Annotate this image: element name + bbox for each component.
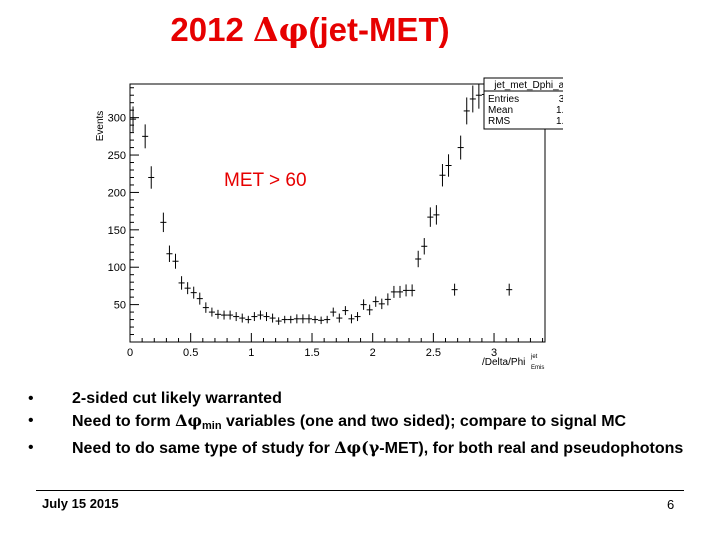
delta-phi-symbol: Δφ (175, 411, 203, 430)
footer-divider (36, 490, 684, 491)
x-tick-label: 1.5 (304, 347, 319, 359)
x-axis-label-superscript: jet (530, 354, 538, 360)
bullet-item-3: • Need to do same type of study for Δφ(γ-… (28, 437, 708, 460)
y-tick-label: 150 (108, 225, 126, 237)
y-axis-label: Events (95, 111, 106, 142)
x-tick-label: 3 (491, 347, 497, 359)
x-axis-label-subscript: Emis (531, 365, 544, 371)
annotation-met-cut: MET > 60 (224, 170, 307, 191)
stats-box-title: jet_met_Dphi_abs (493, 80, 563, 91)
stats-value: 1.204 (556, 116, 563, 127)
bullet-text-tail: variables (one and two sided); compare t… (221, 413, 627, 430)
x-tick-label: 2 (370, 347, 376, 359)
histogram-plot: 50 100 150 200 250 300 0 0.5 1 1.5 2 2.5 3 Events/Del… (95, 77, 563, 371)
bullet-list: • 2-sided cut likely warranted • Need to f… (28, 388, 708, 460)
stats-value: 3932 (559, 94, 563, 105)
bullet-text: Need to do same type of study for (72, 440, 335, 457)
page-number: 6 (667, 497, 675, 512)
x-tick-label: 1 (248, 347, 254, 359)
y-tick-label: 100 (108, 262, 126, 274)
stats-label: Entries (488, 94, 519, 105)
bullet-text: Need to form (72, 413, 176, 430)
stats-label: RMS (488, 116, 511, 127)
plot-frame (129, 83, 546, 343)
bullet-dot: • (28, 439, 34, 456)
title-delta-phi-symbol: Δφ (252, 10, 309, 49)
bullet-dot: • (28, 412, 34, 429)
footer-date: July 15 2015 (42, 496, 119, 511)
min-subscript: min (202, 420, 222, 432)
bullet-text-tail: -MET), for both real and pseudophotons (379, 440, 684, 457)
y-tick-label: 250 (108, 150, 126, 162)
x-axis-label: /Delta/Phi (482, 357, 525, 368)
y-tick-label: 300 (108, 113, 126, 125)
y-tick-label: 50 (114, 300, 126, 312)
title-year: 2012 (170, 11, 244, 48)
stats-box (483, 77, 563, 130)
y-tick-label: 200 (108, 187, 126, 199)
stats-value: 1.674 (556, 105, 563, 116)
bullet-item-2: • Need to form Δφmin variables (one and t… (28, 410, 708, 437)
x-tick-label: 0.5 (183, 347, 198, 359)
bullet-item-1: • 2-sided cut likely warranted (28, 388, 708, 410)
title-suffix: (jet-MET) (308, 11, 450, 48)
slide-title: 2012 Δφ(jet-MET) (0, 10, 620, 49)
bullet-text: 2-sided cut likely warranted (72, 390, 282, 407)
x-tick-label: 0 (127, 347, 133, 359)
x-tick-label: 2.5 (426, 347, 441, 359)
stats-label: Mean (488, 105, 513, 116)
bullet-dot: • (28, 390, 34, 407)
delta-phi-gamma-symbol: Δφ(γ (334, 438, 380, 457)
